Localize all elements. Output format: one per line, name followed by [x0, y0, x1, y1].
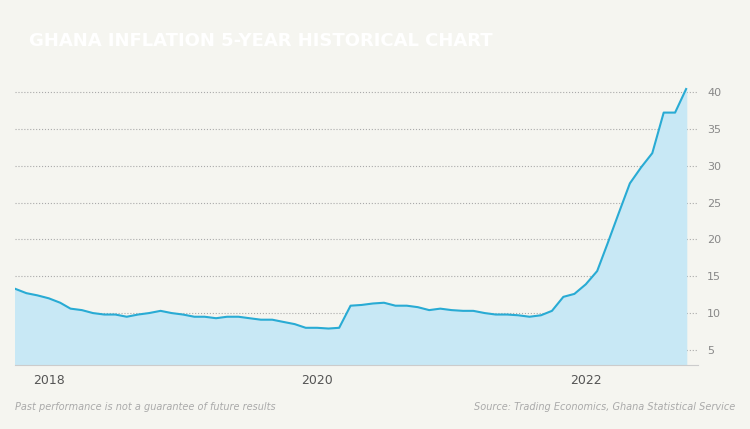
Text: Past performance is not a guarantee of future results: Past performance is not a guarantee of f…: [15, 402, 276, 412]
Text: Source: Trading Economics, Ghana Statistical Service: Source: Trading Economics, Ghana Statist…: [474, 402, 735, 412]
Text: GHANA INFLATION 5-YEAR HISTORICAL CHART: GHANA INFLATION 5-YEAR HISTORICAL CHART: [29, 32, 493, 50]
